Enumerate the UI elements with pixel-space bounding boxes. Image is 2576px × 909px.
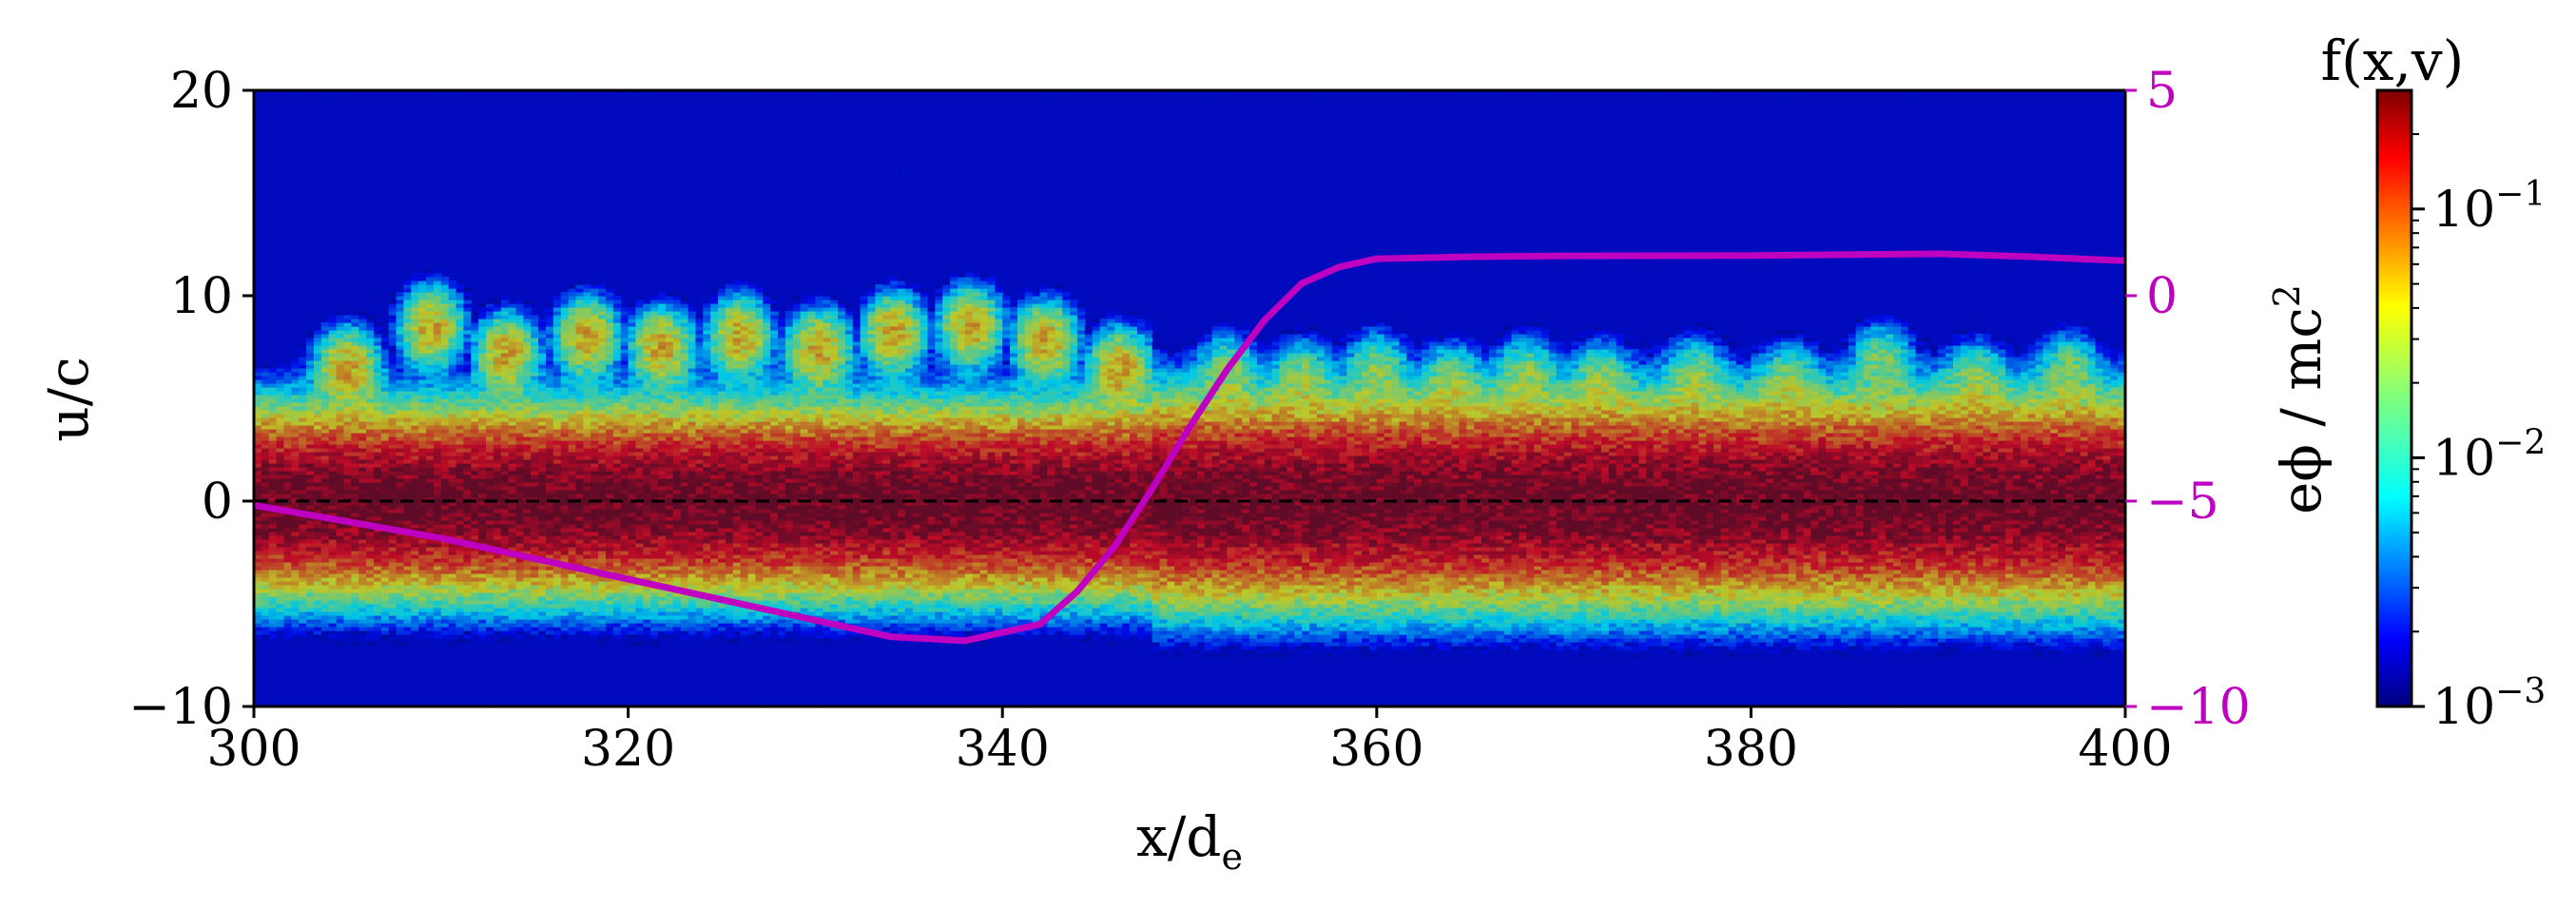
phase-space-heatmap [254, 90, 2126, 706]
